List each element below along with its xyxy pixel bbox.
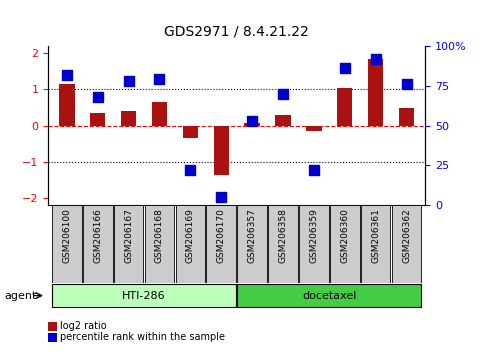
Text: HTI-286: HTI-286 — [122, 291, 166, 301]
FancyBboxPatch shape — [206, 205, 236, 283]
FancyBboxPatch shape — [83, 205, 113, 283]
Text: GSM206361: GSM206361 — [371, 209, 380, 263]
Bar — [213, 126, 229, 175]
Point — [310, 167, 318, 173]
Text: GSM206360: GSM206360 — [340, 209, 349, 263]
Bar — [275, 115, 291, 126]
Text: GSM206170: GSM206170 — [217, 209, 226, 263]
Text: GDS2971 / 8.4.21.22: GDS2971 / 8.4.21.22 — [164, 25, 309, 39]
Point — [217, 195, 225, 200]
Point — [63, 72, 71, 78]
Point — [372, 56, 380, 62]
FancyBboxPatch shape — [175, 205, 205, 283]
Point — [279, 91, 287, 97]
Text: GSM206167: GSM206167 — [124, 209, 133, 263]
Point — [186, 167, 194, 173]
FancyBboxPatch shape — [114, 205, 143, 283]
Text: GSM206166: GSM206166 — [93, 209, 102, 263]
Point — [125, 78, 132, 84]
FancyBboxPatch shape — [52, 285, 236, 307]
Text: GSM206362: GSM206362 — [402, 209, 411, 263]
Bar — [152, 102, 167, 126]
Bar — [90, 113, 105, 126]
Bar — [337, 88, 353, 126]
Bar — [183, 126, 198, 138]
FancyBboxPatch shape — [237, 205, 267, 283]
FancyBboxPatch shape — [144, 205, 174, 283]
FancyBboxPatch shape — [237, 285, 421, 307]
Bar — [59, 84, 74, 126]
Point — [94, 94, 101, 100]
Text: GSM206357: GSM206357 — [248, 209, 256, 263]
FancyBboxPatch shape — [330, 205, 359, 283]
Point — [341, 65, 349, 71]
Text: GSM206100: GSM206100 — [62, 209, 71, 263]
Point — [403, 81, 411, 87]
Text: GSM206168: GSM206168 — [155, 209, 164, 263]
Bar — [368, 59, 384, 126]
Text: log2 ratio: log2 ratio — [60, 321, 107, 331]
Text: agent: agent — [5, 291, 37, 301]
Text: GSM206358: GSM206358 — [279, 209, 287, 263]
Point — [248, 118, 256, 124]
FancyBboxPatch shape — [268, 205, 298, 283]
Text: GSM206169: GSM206169 — [186, 209, 195, 263]
Bar — [48, 322, 57, 331]
Bar — [121, 111, 136, 126]
Text: GSM206359: GSM206359 — [310, 209, 318, 263]
Text: docetaxel: docetaxel — [302, 291, 356, 301]
Bar — [244, 123, 260, 126]
FancyBboxPatch shape — [392, 205, 421, 283]
Bar — [306, 126, 322, 131]
FancyBboxPatch shape — [361, 205, 390, 283]
Bar — [48, 333, 57, 342]
FancyBboxPatch shape — [52, 205, 82, 283]
FancyBboxPatch shape — [299, 205, 329, 283]
Bar — [399, 108, 414, 126]
Point — [156, 76, 163, 82]
Text: percentile rank within the sample: percentile rank within the sample — [60, 332, 226, 342]
